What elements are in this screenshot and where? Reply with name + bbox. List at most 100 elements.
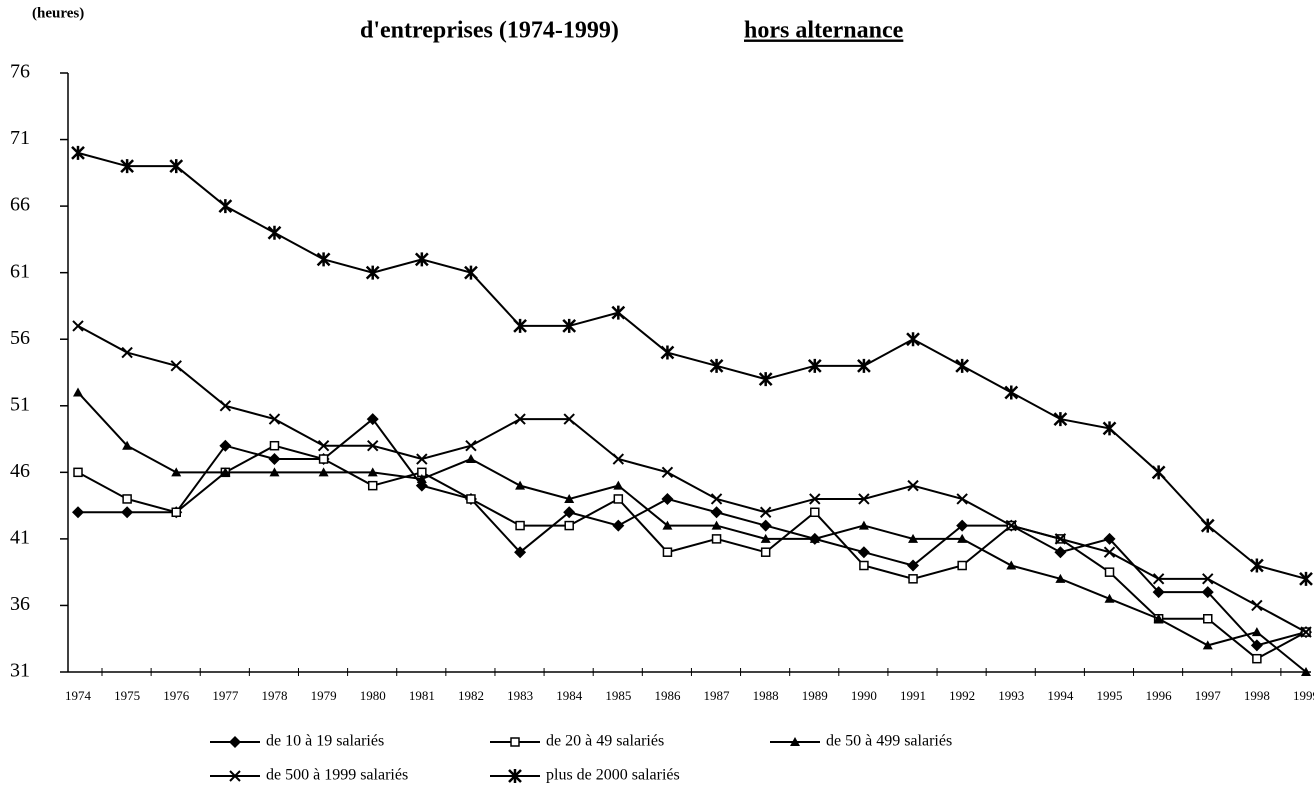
x-tick-label: 1979 (311, 688, 337, 703)
point (220, 467, 231, 477)
x-tick-label: 1982 (458, 688, 484, 703)
x-tick-label: 1980 (360, 688, 386, 703)
point (171, 507, 181, 518)
point (515, 520, 525, 531)
y-tick-label: 76 (10, 61, 30, 83)
point (906, 332, 920, 347)
point (662, 520, 673, 530)
point (121, 346, 133, 359)
y-tick-label: 61 (10, 260, 30, 282)
point (1300, 626, 1312, 638)
point (367, 480, 378, 491)
x-tick-label: 1995 (1097, 688, 1123, 703)
point (857, 358, 871, 373)
point (711, 520, 722, 530)
point (1301, 667, 1311, 676)
point (612, 519, 625, 532)
legend-marker (790, 737, 800, 746)
point (1201, 586, 1214, 599)
point (955, 358, 970, 373)
point (367, 440, 379, 452)
point (219, 400, 232, 412)
x-tick-label: 1998 (1244, 688, 1270, 703)
point (120, 159, 135, 174)
point (1299, 571, 1313, 586)
point (710, 493, 723, 505)
chart-title: d'entreprises (1974-1999) (360, 18, 619, 44)
point (858, 520, 869, 530)
point (1006, 560, 1017, 570)
point (562, 318, 577, 333)
legend-marker (508, 769, 522, 783)
y-tick-label: 51 (10, 393, 30, 415)
point (907, 559, 920, 572)
point (1153, 613, 1164, 623)
point (269, 440, 280, 451)
point (366, 413, 379, 426)
legend-marker (229, 736, 241, 748)
y-axis-label: (heures) (32, 5, 84, 21)
legend-label: de 20 à 49 salariés (546, 733, 664, 750)
x-tick-label: 1986 (654, 688, 681, 703)
point (365, 265, 380, 280)
point (464, 265, 478, 280)
point (1151, 465, 1166, 480)
point (416, 453, 428, 465)
point (170, 360, 182, 372)
point (957, 560, 967, 571)
point (72, 506, 84, 519)
point (859, 560, 869, 571)
point (1251, 599, 1263, 612)
point (1103, 532, 1116, 545)
point (563, 413, 575, 425)
x-tick-label: 1987 (704, 688, 731, 703)
y-tick-label: 31 (10, 660, 30, 682)
point (810, 507, 820, 518)
point (662, 547, 673, 557)
point (171, 467, 182, 477)
x-tick-label: 1989 (802, 688, 828, 703)
y-tick-label: 46 (10, 460, 30, 482)
point (613, 494, 624, 504)
point (269, 467, 280, 477)
point (169, 159, 184, 174)
x-tick-label: 1976 (163, 688, 190, 703)
x-tick-label: 1975 (114, 688, 140, 703)
series-line (77, 444, 1307, 660)
point (1152, 573, 1165, 585)
point (316, 252, 331, 267)
point (661, 466, 674, 479)
point (611, 305, 626, 320)
y-tick-label: 41 (10, 526, 30, 548)
x-tick-label: 1974 (65, 688, 92, 703)
point (661, 492, 674, 505)
series-line (77, 391, 1307, 673)
point (1203, 614, 1213, 624)
x-tick-label: 1984 (556, 688, 583, 703)
point (1102, 421, 1117, 436)
point (514, 546, 527, 559)
point (73, 467, 83, 478)
x-tick-label: 1978 (261, 688, 287, 703)
point (1053, 412, 1068, 427)
point (71, 145, 85, 160)
point (760, 533, 771, 543)
x-tick-label: 1996 (1146, 688, 1173, 703)
x-tick-label: 1981 (409, 688, 435, 703)
point (121, 506, 134, 519)
point (1252, 653, 1262, 664)
legend-label: de 500 à 1999 salariés (266, 767, 408, 784)
x-tick-label: 1990 (851, 688, 877, 703)
legend-marker (229, 770, 241, 782)
x-tick-label: 1983 (507, 688, 533, 703)
point (1249, 558, 1264, 573)
point (760, 547, 771, 557)
point (1005, 519, 1017, 532)
point (613, 480, 624, 490)
point (759, 519, 772, 532)
point (807, 358, 822, 373)
point (367, 467, 378, 477)
series-line (78, 417, 1307, 647)
legend-label: de 10 à 19 salariés (266, 733, 384, 750)
point (219, 439, 232, 452)
